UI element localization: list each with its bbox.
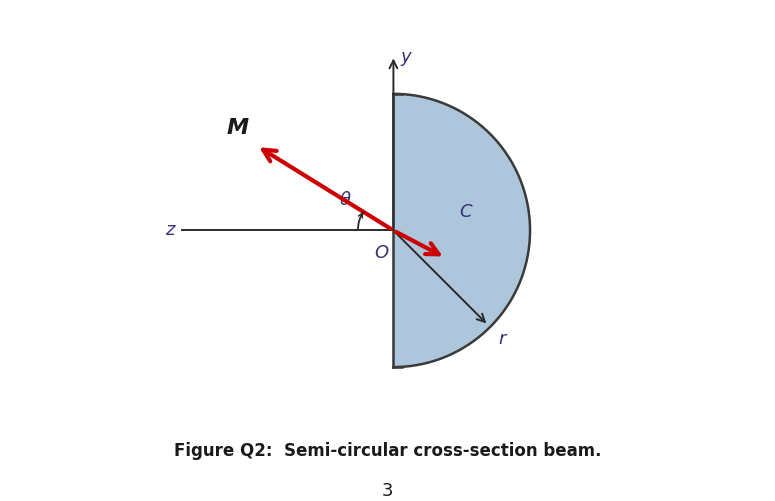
Text: M: M: [226, 118, 249, 138]
Text: r: r: [498, 330, 505, 348]
Polygon shape: [394, 94, 530, 367]
Text: O: O: [374, 244, 388, 262]
Text: Figure Q2:  Semi-circular cross-section beam.: Figure Q2: Semi-circular cross-section b…: [174, 442, 601, 460]
Text: θ: θ: [340, 191, 351, 209]
Text: y: y: [400, 48, 411, 66]
Text: z: z: [165, 221, 175, 239]
Text: 3: 3: [382, 482, 393, 500]
Text: C: C: [459, 203, 472, 221]
